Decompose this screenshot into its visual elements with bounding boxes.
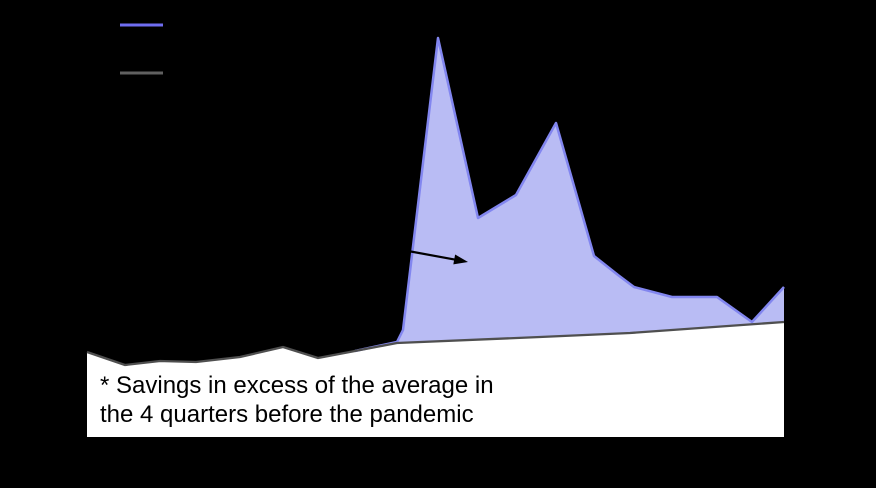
annotation-arrow-head <box>453 254 468 265</box>
excess-savings-line <box>354 36 785 353</box>
excess-area <box>355 38 784 351</box>
footnote-box: * Savings in excess of the average in th… <box>100 371 494 429</box>
baseline-area <box>87 322 784 437</box>
footnote-line-1: * Savings in excess of the average in <box>100 372 494 399</box>
baseline-line <box>86 320 785 367</box>
footnote-line-2: the 4 quarters before the pandemic <box>100 401 474 428</box>
annotation-arrow-line <box>407 249 459 262</box>
